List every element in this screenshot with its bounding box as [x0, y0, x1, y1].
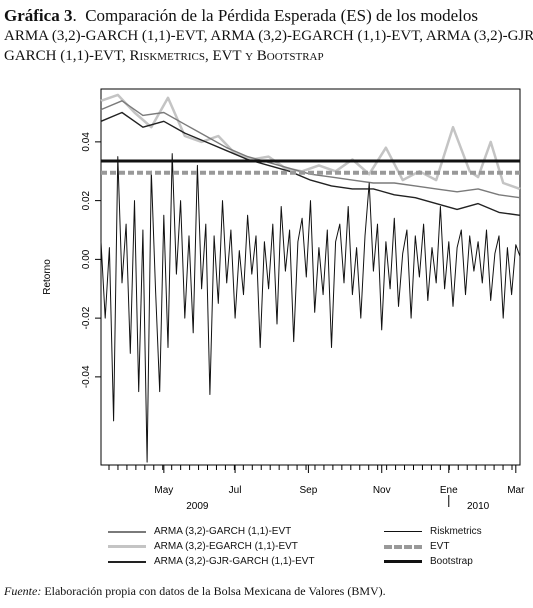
y-tick-label: 0.00	[81, 249, 92, 269]
legend-item-riskmetrics: Riskmetrics	[384, 526, 482, 537]
figure-title-line2: ARMA (3,2)-GARCH (1,1)-EVT, ARMA (3,2)-E…	[4, 28, 533, 44]
figure-title-line1: Comparación de la Pérdida Esperada (ES) …	[85, 6, 478, 25]
legend-swatch-riskmetrics	[384, 531, 422, 532]
plot-frame	[100, 88, 521, 466]
legend-swatch-bootstrap	[384, 560, 422, 563]
legend-item-egarch: ARMA (3,2)-EGARCH (1,1)-EVT	[108, 541, 298, 552]
legend-label-bootstrap: Bootstrap	[430, 556, 473, 567]
x-tick-label: Jul	[229, 485, 242, 496]
figure-title-line3: GARCH (1,1)-EVT, Riskmetrics, EVT y Boot…	[4, 48, 324, 64]
x-year-label: 2009	[186, 501, 209, 512]
legend-label-egarch: ARMA (3,2)-EGARCH (1,1)-EVT	[154, 541, 298, 552]
figure-title: Gráfica 3. Comparación de la Pérdida Esp…	[4, 6, 533, 64]
series-line-arma-3-2-garch-1-1-evt	[100, 100, 521, 199]
x-tick-label: Sep	[300, 485, 318, 496]
series-line-arma-3-2-gjr-garch-1-1-evt	[100, 111, 521, 216]
x-tick-label: Nov	[373, 485, 391, 496]
source-text: Elaboración propia con datos de la Bolsa…	[44, 584, 386, 598]
series-line-arma-3-2-egarch-1-1-evt	[100, 93, 521, 191]
series-line-riskmetrics	[100, 153, 521, 463]
legend-swatch-garch	[108, 530, 146, 533]
legend-item-garch: ARMA (3,2)-GARCH (1,1)-EVT	[108, 526, 291, 537]
line-chart: 0.04 0.02 0.00 -0.02 -0.04 Retorno May Jul Sep No…	[42, 88, 525, 512]
x-tick-label: Mar	[507, 485, 525, 496]
legend-swatch-evt	[384, 544, 422, 549]
legend-item-bootstrap: Bootstrap	[384, 556, 473, 567]
legend-swatch-egarch	[108, 545, 146, 548]
x-tick-label: Ene	[440, 485, 458, 496]
legend-label-gjr-garch: ARMA (3,2)-GJR-GARCH (1,1)-EVT	[154, 556, 315, 567]
legend-label-garch: ARMA (3,2)-GARCH (1,1)-EVT	[154, 526, 292, 537]
source-note: Fuente: Elaboración propia con datos de …	[4, 584, 386, 599]
x-year-label: 2010	[467, 501, 490, 512]
source-prefix: Fuente:	[4, 584, 42, 598]
figure-label: Gráfica 3	[4, 6, 73, 25]
y-tick-label: -0.04	[81, 365, 92, 388]
x-tick-label: May	[154, 485, 173, 496]
legend-item-evt: EVT	[384, 541, 449, 552]
y-tick-label: -0.02	[81, 306, 92, 329]
legend-label-evt: EVT	[430, 541, 450, 552]
legend-label-riskmetrics: Riskmetrics	[430, 526, 482, 537]
y-tick-label: 0.04	[81, 132, 92, 152]
legend-swatch-gjr-garch	[108, 560, 146, 563]
legend-item-gjr-garch: ARMA (3,2)-GJR-GARCH (1,1)-EVT	[108, 556, 315, 567]
y-axis-title: Retorno	[42, 259, 53, 295]
y-tick-label: 0.02	[81, 190, 92, 210]
